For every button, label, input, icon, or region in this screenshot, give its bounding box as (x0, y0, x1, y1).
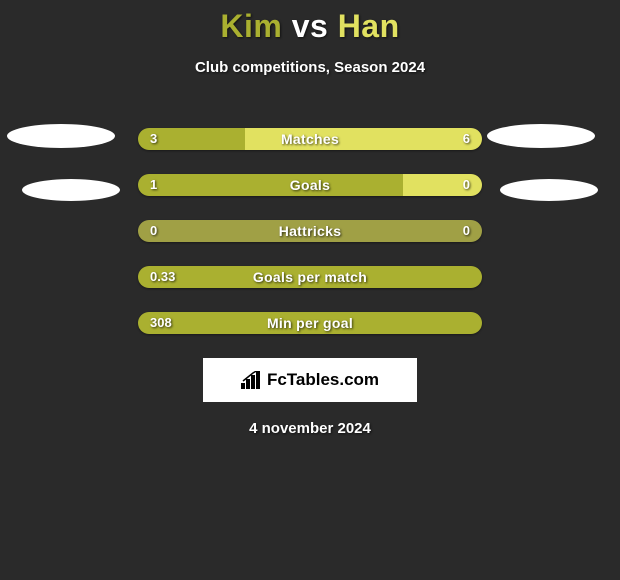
player2-photo-placeholder-2 (500, 179, 598, 201)
stat-row: Hattricks0 0 (0, 220, 620, 242)
logo: FcTables.com (241, 370, 379, 390)
title-vs: vs (292, 8, 329, 44)
stat-row: Goals per match0.33 (0, 266, 620, 288)
bar-value-left: 0 (150, 220, 157, 242)
stat-bar: Min per goal308 (138, 312, 482, 334)
bar-value-right: 0 (463, 220, 470, 242)
bar-value-left: 0.33 (150, 266, 175, 288)
logo-box: FcTables.com (203, 358, 417, 402)
bar-label: Goals per match (138, 266, 482, 288)
bar-label: Goals (138, 174, 482, 196)
page-title: Kim vs Han (0, 0, 620, 45)
bar-value-right: 6 (463, 128, 470, 150)
player1-photo-placeholder-1 (7, 124, 115, 148)
date: 4 november 2024 (0, 420, 620, 437)
chart-icon (241, 371, 263, 389)
bar-label: Hattricks (138, 220, 482, 242)
stat-bar: Goals per match0.33 (138, 266, 482, 288)
stat-bar: Goals1 0 (138, 174, 482, 196)
stats-container: Matches36Goals10Hattricks00Goals per mat… (0, 128, 620, 334)
bar-value-right: 0 (463, 174, 470, 196)
bar-value-left: 3 (150, 128, 157, 150)
player1-photo-placeholder-2 (22, 179, 120, 201)
bar-value-left: 308 (150, 312, 172, 334)
title-player1: Kim (220, 8, 282, 44)
bar-value-left: 1 (150, 174, 157, 196)
logo-text: FcTables.com (267, 370, 379, 390)
player2-photo-placeholder-1 (487, 124, 595, 148)
subtitle: Club competitions, Season 2024 (0, 59, 620, 76)
stat-bar: Hattricks0 0 (138, 220, 482, 242)
bar-label: Matches (138, 128, 482, 150)
stat-bar: Matches3 6 (138, 128, 482, 150)
title-player2: Han (338, 8, 400, 44)
stat-row: Min per goal308 (0, 312, 620, 334)
bar-label: Min per goal (138, 312, 482, 334)
